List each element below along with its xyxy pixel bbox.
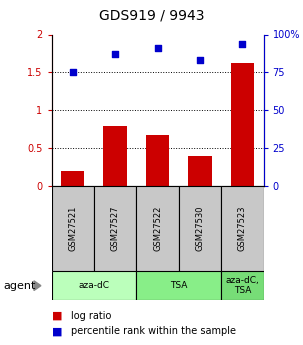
Text: GSM27530: GSM27530 (195, 206, 205, 251)
Point (198, 58, 202, 63)
Bar (94, 186, 136, 271)
Text: agent: agent (3, 281, 35, 290)
Bar (61, 171, 85, 186)
Bar (146, 136, 169, 186)
Bar (179, 186, 221, 271)
Text: GSM27521: GSM27521 (68, 206, 77, 251)
Point (113, 51, 118, 57)
Bar (136, 271, 221, 300)
Bar (221, 271, 264, 300)
Point (70, 70, 75, 75)
Bar (52, 271, 136, 300)
Bar (136, 186, 179, 271)
Text: TSA: TSA (170, 281, 188, 290)
Text: GDS919 / 9943: GDS919 / 9943 (99, 9, 204, 22)
Text: aza-dC,
TSA: aza-dC, TSA (225, 276, 259, 295)
Bar (104, 126, 127, 186)
Bar (231, 62, 254, 186)
Point (240, 41, 245, 46)
Text: GSM27522: GSM27522 (153, 206, 162, 251)
Polygon shape (34, 281, 41, 290)
Text: ■: ■ (52, 311, 62, 321)
Bar (221, 186, 264, 271)
Point (155, 46, 160, 51)
Bar (188, 156, 212, 186)
Text: GSM27523: GSM27523 (238, 206, 247, 251)
Text: GSM27527: GSM27527 (111, 206, 120, 251)
Text: ■: ■ (52, 326, 62, 336)
Text: percentile rank within the sample: percentile rank within the sample (71, 326, 236, 336)
Text: log ratio: log ratio (71, 311, 112, 321)
Text: aza-dC: aza-dC (78, 281, 109, 290)
Bar (52, 186, 94, 271)
